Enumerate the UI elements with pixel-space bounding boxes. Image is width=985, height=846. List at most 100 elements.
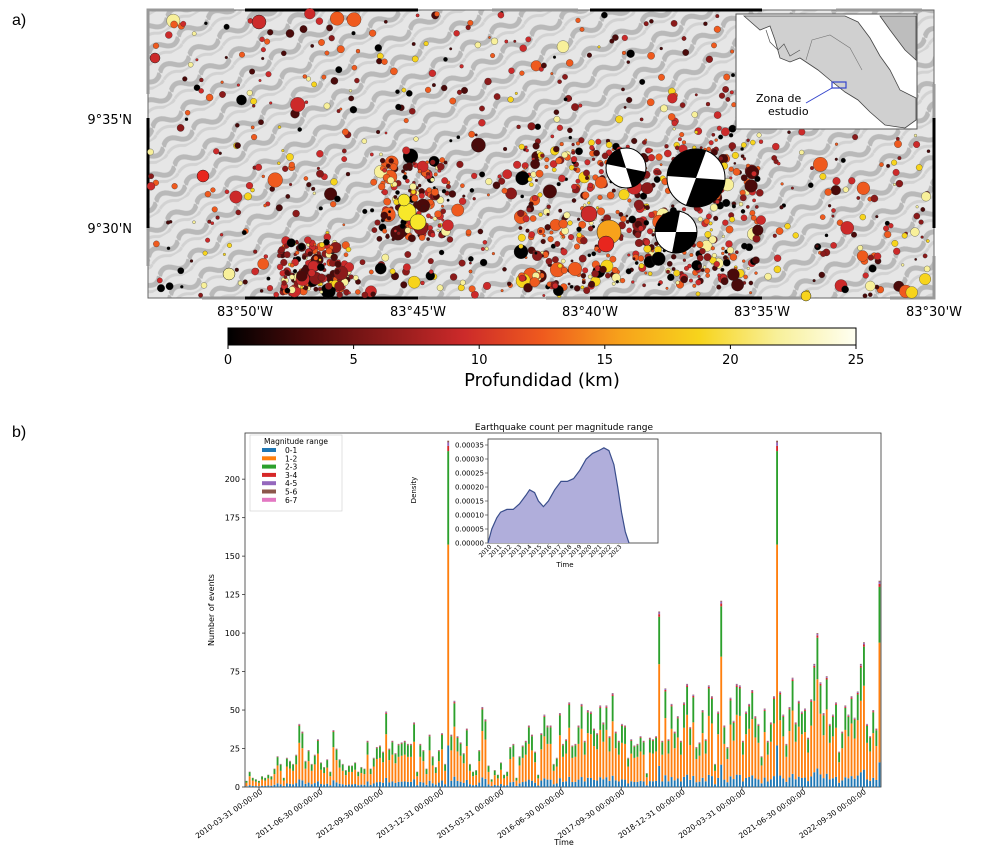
bar-segment <box>863 642 865 644</box>
earthquake-marker <box>418 192 425 199</box>
bar-segment <box>496 785 499 787</box>
earthquake-marker <box>583 169 590 177</box>
earthquake-marker <box>257 258 269 270</box>
bar-segment <box>664 718 667 776</box>
bar-segment <box>453 701 456 703</box>
bar-segment <box>534 752 537 753</box>
bar-segment <box>763 777 766 787</box>
inset-label-line2: estudio <box>768 105 809 118</box>
earthquake-marker <box>303 176 309 181</box>
earthquake-marker <box>702 265 707 269</box>
bar-segment <box>254 781 257 787</box>
earthquake-marker <box>721 246 725 251</box>
earthquake-marker <box>449 139 453 143</box>
bar-segment <box>391 741 394 743</box>
earthquake-marker <box>611 188 616 193</box>
earthquake-marker <box>408 234 416 243</box>
earthquake-marker <box>471 172 478 179</box>
earthquake-marker <box>633 199 644 210</box>
bar-segment <box>447 442 450 446</box>
earthquake-marker <box>403 118 409 124</box>
bar-segment <box>735 774 738 787</box>
earthquake-marker <box>374 219 381 226</box>
bar-segment <box>316 740 319 754</box>
bar-segment <box>481 708 484 710</box>
earthquake-marker <box>668 113 676 121</box>
bar-segment <box>648 781 651 787</box>
bar-segment <box>332 780 335 787</box>
earthquake-marker <box>820 250 827 257</box>
bar-segment <box>776 451 778 545</box>
bar-segment <box>738 686 741 689</box>
earthquake-marker <box>621 50 627 55</box>
bar-segment <box>608 736 611 738</box>
bar-segment <box>565 740 568 741</box>
earthquake-marker <box>393 195 398 199</box>
earthquake-marker <box>362 208 368 214</box>
bar-segment <box>630 740 633 741</box>
bar-segment <box>335 749 338 761</box>
earthquake-marker <box>679 132 685 138</box>
bar-segment <box>276 757 279 766</box>
earthquake-marker <box>913 212 921 220</box>
earthquake-marker <box>901 263 905 267</box>
earthquake-marker <box>461 86 468 94</box>
bar-segment <box>742 781 744 787</box>
bar-segment <box>593 729 595 731</box>
bar-segment <box>406 781 409 787</box>
bar-segment <box>422 751 425 762</box>
earthquake-marker <box>282 165 289 172</box>
earthquake-marker <box>728 124 737 133</box>
inset-y-tick-label: 0.00000 <box>455 540 484 548</box>
bar-segment <box>518 757 521 766</box>
bar-segment <box>838 752 841 753</box>
bar-segment <box>869 736 872 737</box>
earthquake-marker <box>518 274 526 282</box>
earthquake-marker <box>722 86 729 93</box>
bar-segment <box>375 747 378 749</box>
bar-segment <box>673 733 676 749</box>
earthquake-marker <box>644 205 650 211</box>
earthquake-marker <box>831 208 836 213</box>
bar-segment <box>835 727 837 777</box>
earthquake-marker <box>648 271 653 276</box>
bar-segment <box>437 750 440 752</box>
earthquake-marker <box>404 251 412 258</box>
bar-segment <box>704 753 707 782</box>
bar-segment <box>748 706 751 729</box>
earthquake-marker <box>381 58 388 65</box>
bar-segment <box>828 724 831 725</box>
bar-segment <box>478 761 481 783</box>
earthquake-marker <box>525 148 529 153</box>
earthquake-marker <box>571 198 577 203</box>
earthquake-marker <box>369 29 377 37</box>
earthquake-marker <box>406 90 413 97</box>
earthquake-marker <box>325 247 333 255</box>
earthquake-marker <box>266 276 271 281</box>
earthquake-marker <box>491 252 495 256</box>
earthquake-marker <box>348 89 353 93</box>
bar-segment <box>673 731 676 733</box>
bar-segment <box>540 780 543 787</box>
earthquake-marker <box>558 174 566 183</box>
bar-segment <box>444 784 447 787</box>
earthquake-marker <box>657 282 661 287</box>
bar-segment <box>413 724 416 742</box>
bars <box>245 440 881 787</box>
bar-segment <box>810 776 813 787</box>
bar-segment <box>549 779 552 787</box>
bar-segment <box>515 785 518 787</box>
bar-segment <box>478 750 481 752</box>
earthquake-marker <box>445 184 451 189</box>
earthquake-marker <box>342 128 349 136</box>
bar-segment <box>425 784 428 787</box>
bar-segment <box>859 772 862 787</box>
earthquake-marker <box>304 100 309 104</box>
bar-segment <box>766 781 769 787</box>
earthquake-marker <box>313 242 317 247</box>
earthquake-marker <box>215 215 220 220</box>
earthquake-marker <box>404 227 411 234</box>
earthquake-marker <box>258 119 264 126</box>
bar-segment <box>617 781 620 787</box>
bar-segment <box>633 746 636 758</box>
